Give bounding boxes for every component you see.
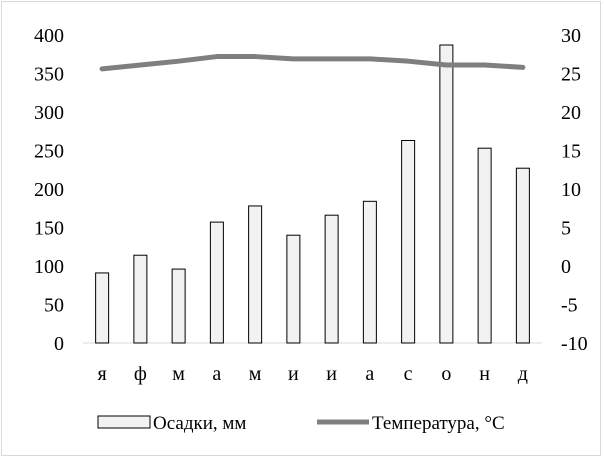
x-tick-label: и	[326, 363, 337, 385]
precipitation-bar	[324, 214, 339, 344]
precipitation-bar	[439, 44, 454, 344]
left-tick-label: 100	[34, 256, 64, 278]
precipitation-bar	[362, 200, 377, 344]
precipitation-bar	[248, 205, 263, 344]
x-tick-label: и	[288, 363, 299, 385]
precipitation-bar	[401, 139, 416, 344]
right-tick-label: -5	[561, 295, 578, 317]
precipitation-bar	[477, 147, 492, 344]
right-tick-label: 5	[561, 218, 571, 240]
right-tick-label: 20	[561, 102, 581, 124]
precipitation-bar	[171, 268, 186, 344]
x-tick-label: м	[249, 363, 262, 385]
right-tick-label: 30	[561, 25, 581, 47]
right-tick-label: 0	[561, 256, 571, 278]
left-tick-label: 150	[34, 218, 64, 240]
legend-temperature-label: Температура, °С	[372, 413, 505, 434]
left-tick-label: 0	[54, 333, 64, 355]
legend-precipitation-label: Осадки, мм	[153, 413, 246, 434]
x-tick-label: я	[98, 363, 107, 385]
right-tick-label: -10	[561, 333, 588, 355]
left-tick-label: 400	[34, 25, 64, 47]
precipitation-bar	[95, 272, 110, 344]
right-tick-label: 10	[561, 179, 581, 201]
legend: Осадки, мм Температура, °С	[97, 413, 505, 434]
legend-precipitation-swatch	[97, 415, 151, 429]
left-axis-ticks: 0 50 100 150 200 250 300 350 400	[34, 25, 64, 355]
precipitation-bar	[133, 254, 148, 344]
left-tick-label: 300	[34, 102, 64, 124]
precipitation-bar	[286, 234, 301, 344]
precipitation-bar	[515, 167, 530, 344]
precipitation-bar	[209, 221, 224, 344]
right-axis-ticks: -10 -5 0 5 10 15 20 25 30	[561, 25, 588, 355]
x-tick-label: о	[441, 363, 451, 385]
left-tick-label: 350	[34, 64, 64, 86]
left-tick-label: 50	[44, 295, 64, 317]
x-tick-label: ф	[134, 363, 147, 385]
right-tick-label: 15	[561, 141, 581, 163]
x-tick-label: с	[404, 363, 413, 385]
precipitation-bars	[95, 44, 530, 344]
x-tick-label: а	[212, 363, 221, 385]
x-tick-label: д	[518, 363, 528, 385]
left-tick-label: 250	[34, 141, 64, 163]
x-tick-label: н	[479, 363, 490, 385]
right-tick-label: 25	[561, 64, 581, 86]
left-tick-label: 200	[34, 179, 64, 201]
x-tick-label: м	[172, 363, 185, 385]
temperature-line-group	[99, 54, 526, 72]
x-tick-label: а	[365, 363, 374, 385]
temperature-line	[99, 54, 526, 72]
